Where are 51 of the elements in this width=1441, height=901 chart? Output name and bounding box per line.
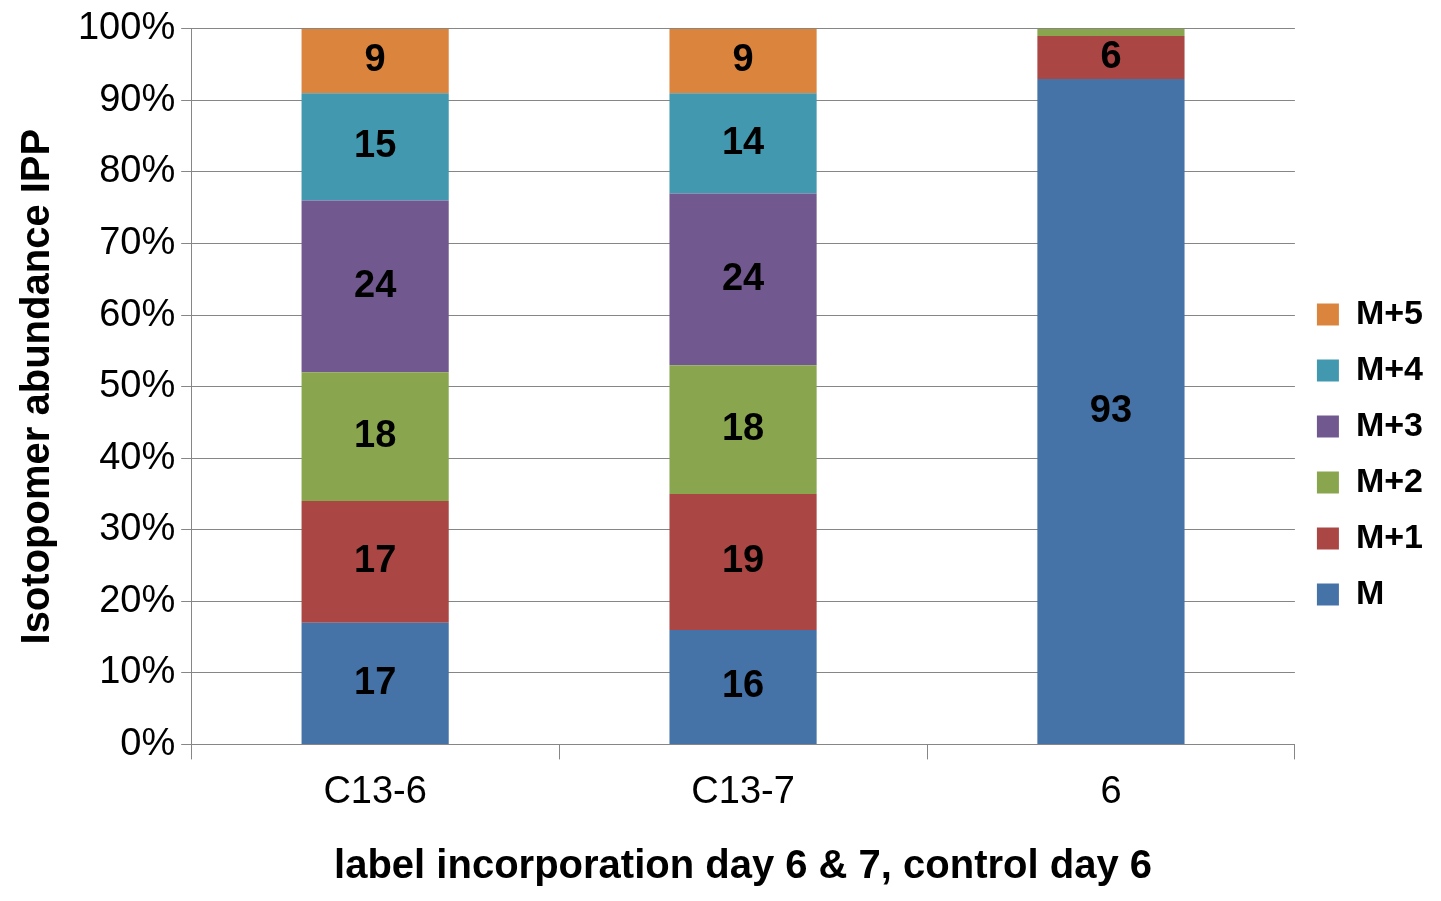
bar: [301, 622, 449, 744]
bar: [669, 629, 817, 744]
bar: [1037, 28, 1185, 36]
data-label: 19: [721, 538, 765, 581]
bar: [301, 93, 449, 201]
y-tick-label: 0%: [120, 720, 176, 763]
bar: [301, 372, 449, 502]
y-tick-label: 70%: [99, 219, 176, 262]
x-axis-title: label incorporation day 6 & 7, control day 6: [334, 842, 1153, 887]
bar: [301, 200, 449, 373]
bar: [669, 93, 817, 194]
legend-label: M+1: [1355, 516, 1424, 555]
y-axis-title: Isotopomer abundance IPP: [13, 128, 58, 645]
data-label: 14: [721, 119, 765, 162]
x-tick-label: C13-7: [691, 768, 795, 811]
data-label: 24: [354, 262, 397, 305]
data-label: 6: [1100, 33, 1122, 76]
bar: [669, 193, 817, 366]
y-tick-label: 20%: [99, 577, 176, 620]
x-tick-label: 6: [1100, 768, 1122, 811]
bar: [669, 493, 817, 630]
y-tick-label: 30%: [99, 506, 176, 549]
y-tick-label: 60%: [99, 291, 176, 334]
data-label: 9: [732, 37, 754, 80]
data-label: 24: [721, 255, 765, 298]
data-label: 17: [354, 538, 397, 581]
bar: [669, 365, 817, 494]
bar: [1037, 35, 1185, 79]
data-label: 18: [354, 413, 397, 456]
data-label: 93: [1089, 387, 1133, 430]
legend-label: M+2: [1355, 460, 1424, 499]
legend-label: M+3: [1355, 404, 1424, 443]
legend-label: M+4: [1355, 348, 1424, 387]
legend-label: M: [1355, 572, 1385, 611]
y-tick-label: 40%: [99, 434, 176, 477]
bar: [669, 28, 817, 94]
x-tick-label: C13-6: [323, 768, 427, 811]
data-label: 9: [364, 37, 386, 80]
bar: [301, 28, 449, 94]
y-tick-label: 10%: [99, 649, 176, 692]
y-tick-label: 100%: [77, 5, 176, 48]
y-tick-label: 80%: [99, 148, 176, 191]
data-label: 17: [354, 659, 397, 702]
data-label: 15: [354, 123, 397, 166]
bar: [301, 501, 449, 623]
bar: [1037, 78, 1185, 744]
data-label: 16: [721, 663, 765, 706]
legend-label: M+5: [1355, 292, 1424, 331]
data-label: 18: [721, 406, 765, 449]
y-tick-label: 50%: [99, 363, 176, 406]
y-tick-label: 90%: [99, 76, 176, 119]
